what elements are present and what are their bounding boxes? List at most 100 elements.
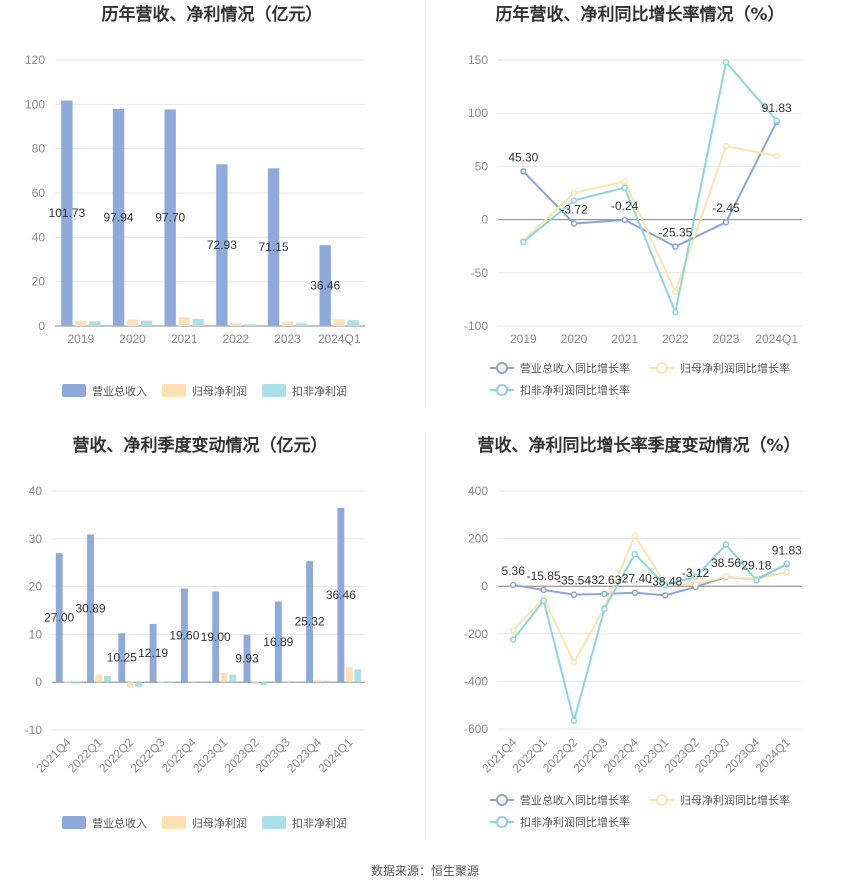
bar-deducted-profit[interactable] bbox=[347, 320, 359, 326]
legend-item[interactable]: 归母净利润同比增长率 bbox=[650, 793, 790, 807]
series-point[interactable] bbox=[722, 218, 730, 226]
bar-deducted-profit[interactable] bbox=[197, 681, 205, 683]
legend-item[interactable]: 扣非净利润同比增长率 bbox=[490, 815, 630, 829]
series-point[interactable] bbox=[570, 189, 578, 197]
series-point[interactable] bbox=[722, 58, 730, 66]
bar-net-profit[interactable] bbox=[230, 323, 242, 326]
bar-revenue[interactable] bbox=[243, 634, 251, 683]
bar-revenue[interactable] bbox=[112, 108, 125, 327]
legend-item[interactable]: 扣非净利润 bbox=[262, 816, 347, 830]
series-point[interactable] bbox=[509, 581, 517, 589]
bar-net-profit[interactable] bbox=[252, 682, 259, 685]
series-point[interactable] bbox=[621, 216, 628, 224]
series-point[interactable] bbox=[631, 550, 639, 558]
bar-net-profit[interactable] bbox=[333, 319, 345, 326]
bar-revenue[interactable] bbox=[55, 553, 63, 683]
bar-revenue[interactable] bbox=[306, 561, 314, 683]
legend-item[interactable]: 营业总收入同比增长率 bbox=[490, 361, 630, 375]
legend-item[interactable]: 扣非净利润同比增长率 bbox=[490, 383, 630, 397]
legend-item[interactable]: 归母净利润 bbox=[162, 816, 247, 830]
bar-deducted-profit[interactable] bbox=[135, 682, 143, 687]
bar-deducted-profit[interactable] bbox=[260, 682, 268, 686]
series-point[interactable] bbox=[753, 577, 760, 584]
bar-deducted-profit[interactable] bbox=[354, 669, 362, 683]
series-point[interactable] bbox=[672, 288, 679, 296]
bar-net-profit[interactable] bbox=[314, 679, 322, 683]
bar-deducted-profit[interactable] bbox=[291, 681, 299, 683]
bar-revenue[interactable] bbox=[180, 588, 188, 683]
bar-deducted-profit[interactable] bbox=[192, 318, 204, 326]
bar-revenue[interactable] bbox=[87, 534, 94, 683]
bar-revenue[interactable] bbox=[118, 633, 126, 683]
series-point[interactable] bbox=[570, 197, 578, 204]
series-point[interactable] bbox=[773, 117, 780, 124]
bar-deducted-profit[interactable] bbox=[323, 680, 330, 683]
series-point[interactable] bbox=[621, 184, 628, 191]
series-point[interactable] bbox=[631, 532, 639, 539]
series-point[interactable] bbox=[773, 152, 780, 160]
bar-net-profit[interactable] bbox=[178, 317, 190, 326]
bar-deducted-profit[interactable] bbox=[89, 321, 101, 326]
legend-item[interactable]: 归母净利润 bbox=[162, 384, 247, 398]
bar-revenue[interactable] bbox=[267, 168, 280, 326]
bar-net-profit[interactable] bbox=[64, 682, 72, 684]
bar-net-profit[interactable] bbox=[189, 681, 197, 683]
series-point[interactable] bbox=[601, 590, 608, 598]
series-point[interactable] bbox=[540, 586, 547, 594]
legend-item[interactable]: 归母净利润同比增长率 bbox=[650, 361, 790, 375]
bar-deducted-profit[interactable] bbox=[140, 320, 153, 326]
bar-revenue[interactable] bbox=[164, 109, 176, 326]
series-point[interactable] bbox=[783, 568, 791, 576]
series-point[interactable] bbox=[672, 243, 679, 250]
series-point[interactable] bbox=[621, 178, 628, 185]
legend-item[interactable]: 扣非净利润 bbox=[262, 384, 347, 398]
bar-net-profit[interactable] bbox=[220, 672, 228, 683]
series-point[interactable] bbox=[570, 591, 578, 598]
bar-net-profit[interactable] bbox=[345, 667, 353, 683]
series-point[interactable] bbox=[722, 573, 730, 580]
bar-net-profit[interactable] bbox=[158, 681, 165, 683]
bar-net-profit[interactable] bbox=[95, 674, 103, 683]
series-point[interactable] bbox=[672, 308, 679, 316]
series-point[interactable] bbox=[692, 573, 699, 580]
bar-revenue[interactable] bbox=[274, 601, 282, 683]
legend-item[interactable]: 营业总收入 bbox=[62, 384, 147, 398]
series-point[interactable] bbox=[509, 626, 517, 634]
bar-net-profit[interactable] bbox=[283, 680, 291, 683]
bar-revenue[interactable] bbox=[319, 245, 331, 326]
bar-deducted-profit[interactable] bbox=[244, 324, 256, 326]
bar-revenue[interactable] bbox=[212, 591, 220, 683]
series-point[interactable] bbox=[520, 238, 527, 246]
bar-net-profit[interactable] bbox=[75, 320, 87, 326]
chart-legend[interactable]: 营业总收入 归母净利润 扣非净利润 bbox=[62, 384, 347, 398]
bar-revenue[interactable] bbox=[149, 623, 157, 683]
legend-item[interactable]: 营业总收入同比增长率 bbox=[490, 793, 630, 807]
bar-deducted-profit[interactable] bbox=[229, 674, 237, 683]
series-point[interactable] bbox=[570, 717, 578, 724]
legend-item[interactable]: 营业总收入 bbox=[62, 816, 147, 830]
series-point[interactable] bbox=[692, 580, 699, 588]
bar-deducted-profit[interactable] bbox=[166, 682, 174, 683]
bar-revenue[interactable] bbox=[216, 164, 228, 326]
series-point[interactable] bbox=[661, 581, 669, 589]
series-point[interactable] bbox=[570, 659, 578, 666]
series-point[interactable] bbox=[570, 220, 578, 227]
bar-net-profit[interactable] bbox=[126, 682, 134, 687]
bar-deducted-profit[interactable] bbox=[103, 675, 111, 683]
series-point[interactable] bbox=[783, 560, 791, 567]
series-point[interactable] bbox=[722, 142, 730, 150]
bar-revenue[interactable] bbox=[337, 507, 345, 683]
series-point[interactable] bbox=[661, 592, 669, 599]
series-point[interactable] bbox=[601, 605, 608, 613]
series-point[interactable] bbox=[722, 541, 730, 548]
series-point[interactable] bbox=[509, 636, 517, 643]
chart-legend[interactable]: 营业总收入 归母净利润 扣非净利润 bbox=[62, 816, 347, 830]
series-point[interactable] bbox=[520, 168, 527, 175]
bar-net-profit[interactable] bbox=[281, 321, 294, 326]
series-point[interactable] bbox=[631, 589, 639, 596]
bar-revenue[interactable] bbox=[61, 100, 73, 326]
bar-deducted-profit[interactable] bbox=[72, 682, 80, 684]
bar-deducted-profit[interactable] bbox=[295, 323, 308, 326]
